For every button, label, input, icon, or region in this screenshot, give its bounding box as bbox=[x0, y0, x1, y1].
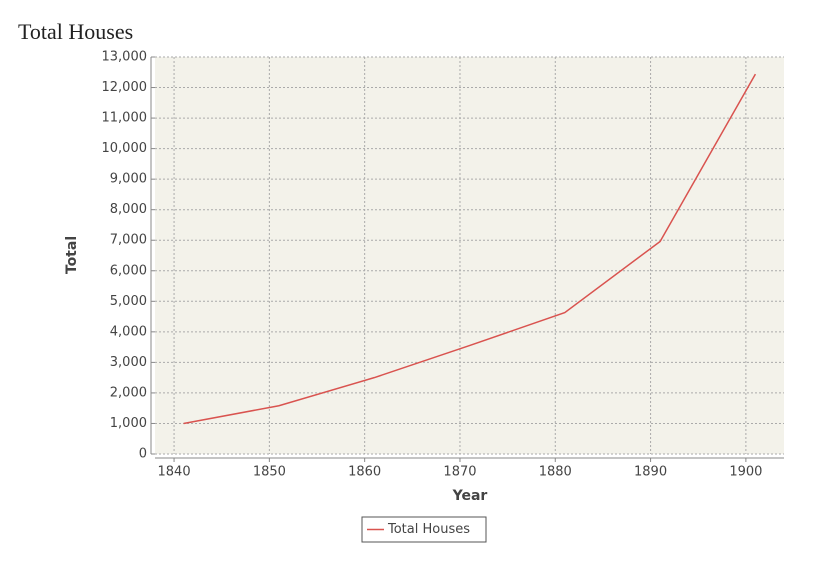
y-tick-label: 10,000 bbox=[102, 141, 148, 156]
data-line bbox=[183, 73, 757, 425]
y-axis-label: Total bbox=[64, 236, 80, 274]
y-tick-label: 5,000 bbox=[110, 294, 147, 309]
x-tick-label: 1840 bbox=[158, 465, 191, 480]
plot-area bbox=[155, 57, 784, 454]
x-tick-label: 1870 bbox=[443, 465, 476, 480]
y-tick-label: 11,000 bbox=[102, 111, 148, 126]
x-tick-label: 1900 bbox=[729, 465, 762, 480]
legend-label: Total Houses bbox=[387, 522, 470, 537]
x-axis-label: Year bbox=[452, 488, 488, 504]
y-tick-label: 8,000 bbox=[110, 202, 147, 217]
y-tick-label: 12,000 bbox=[102, 80, 148, 95]
x-tick-label: 1880 bbox=[539, 465, 572, 480]
chart-title: Total Houses bbox=[18, 19, 133, 44]
y-tick-label: 3,000 bbox=[110, 355, 147, 370]
y-tick-label: 4,000 bbox=[110, 324, 147, 339]
y-tick-label: 6,000 bbox=[110, 263, 147, 278]
y-tick-label: 2,000 bbox=[110, 385, 147, 400]
y-tick-label: 9,000 bbox=[110, 172, 147, 187]
x-tick-label: 1860 bbox=[348, 465, 381, 480]
y-tick-label: 1,000 bbox=[110, 416, 147, 431]
y-tick-label: 0 bbox=[139, 447, 147, 462]
x-tick-label: 1850 bbox=[253, 465, 286, 480]
y-tick-label: 13,000 bbox=[102, 50, 148, 65]
y-tick-label: 7,000 bbox=[110, 233, 147, 248]
x-tick-label: 1890 bbox=[634, 465, 667, 480]
